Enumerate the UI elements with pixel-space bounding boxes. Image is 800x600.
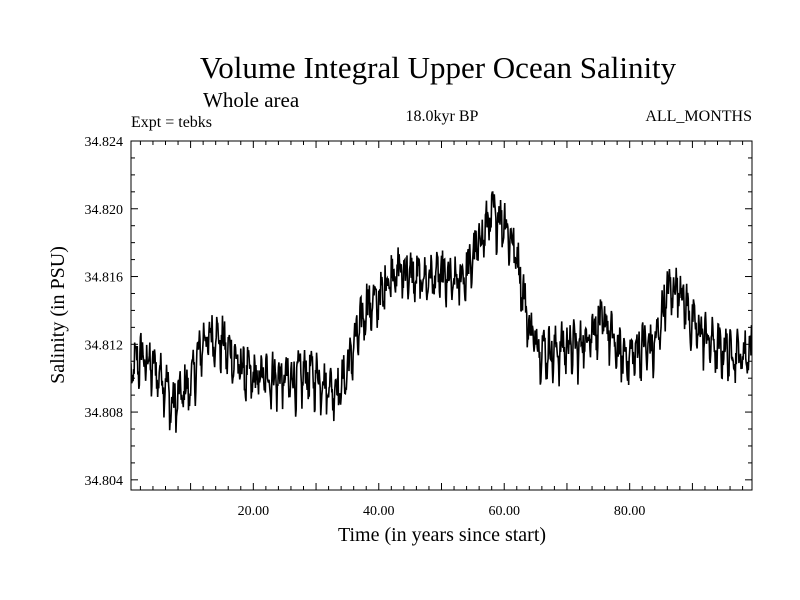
x-axis-ticks: 20.00 40.00 60.00 80.00 [139,141,744,519]
y-axis-label: Salinity (in PSU) [47,246,69,384]
salinity-series-line [131,191,752,433]
period-label: 18.0kyr BP [406,108,479,125]
y-tick-label: 34.808 [85,406,124,421]
y-tick-label: 34.812 [85,338,124,353]
y-axis-ticks: 34.804 34.808 34.812 34.816 34.820 34.824 [85,135,752,489]
y-tick-label: 34.824 [85,135,124,150]
x-tick-label: 40.00 [363,504,395,519]
chart-title: Volume Integral Upper Ocean Salinity [200,50,677,85]
data-layer [131,191,752,433]
y-tick-label: 34.804 [85,474,124,489]
x-tick-label: 80.00 [614,504,646,519]
y-tick-label: 34.820 [85,203,124,218]
x-tick-label: 60.00 [488,504,520,519]
months-label: ALL_MONTHS [645,108,752,125]
y-tick-label: 34.816 [85,271,124,286]
x-axis-label: Time (in years since start) [338,524,546,546]
plot-frame [130,140,753,491]
chart-subtitle: Whole area [203,88,300,112]
experiment-label: Expt = tebks [131,114,212,131]
x-tick-label: 20.00 [238,504,270,519]
